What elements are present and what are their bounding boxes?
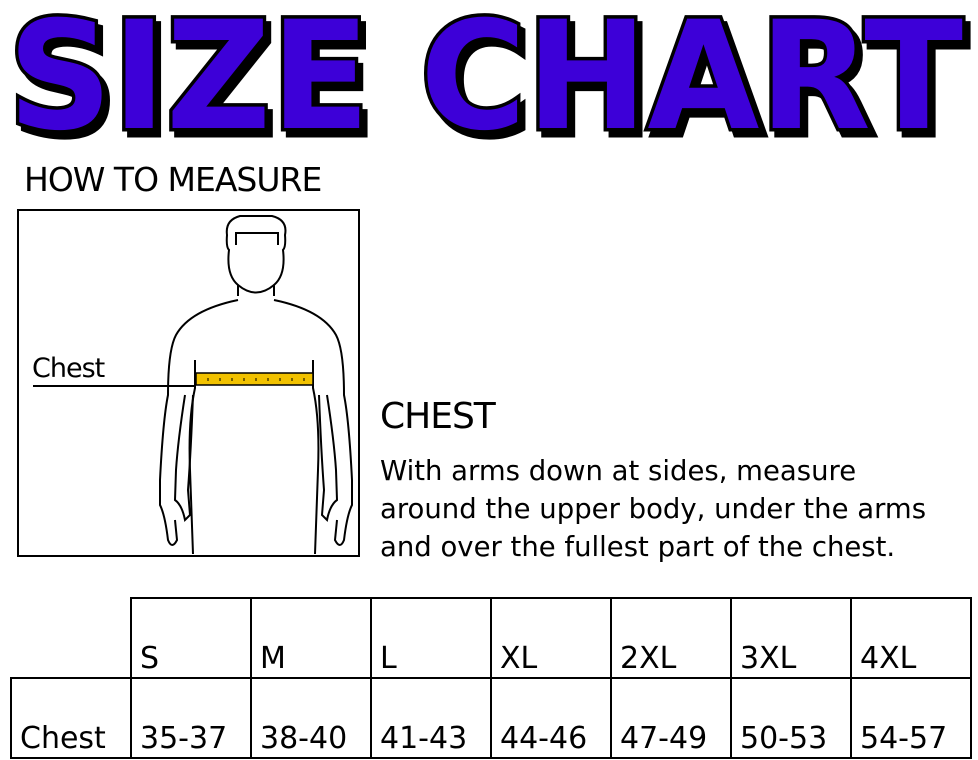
page-title: SIZE CHART [8,0,963,150]
measure-figure [17,209,360,557]
size-header: S [130,597,252,679]
size-header: 2XL [610,597,732,679]
size-header: M [250,597,372,679]
size-header: XL [490,597,612,679]
chest-row: Chest 35-37 38-40 41-43 44-46 47-49 50-5… [10,677,972,759]
empty-corner-cell [11,598,131,679]
chest-value: 50-53 [730,677,852,759]
chest-value: 38-40 [250,677,372,759]
chest-instructions: With arms down at sides, measure around … [380,452,978,566]
size-table: S M L XL 2XL 3XL 4XL Chest 35-37 38-40 4… [10,597,972,759]
size-header: 3XL [730,597,852,679]
size-header: L [370,597,492,679]
how-to-measure-heading: HOW TO MEASURE [24,160,322,199]
chest-value: 41-43 [370,677,492,759]
figure-chest-label: Chest [32,353,105,384]
instruction-line: and over the fullest part of the chest. [380,531,896,563]
row-label: Chest [10,677,132,759]
instruction-line: With arms down at sides, measure [380,455,857,487]
chest-value: 54-57 [850,677,972,759]
chest-value: 35-37 [130,677,252,759]
size-header: 4XL [850,597,972,679]
chest-heading: CHEST [380,396,496,437]
instruction-line: around the upper body, under the arms [380,493,927,525]
title-logo: SIZE CHART [5,0,967,150]
size-header-row: S M L XL 2XL 3XL 4XL [11,597,972,679]
chest-value: 47-49 [610,677,732,759]
chest-value: 44-46 [490,677,612,759]
